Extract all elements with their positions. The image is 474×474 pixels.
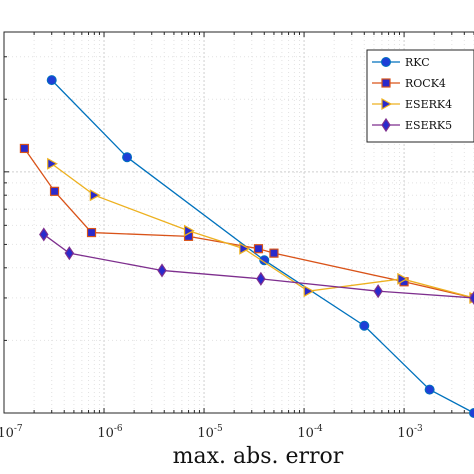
x-tick-label: 10-7 bbox=[0, 424, 23, 441]
legend-item: RKC bbox=[372, 56, 430, 69]
legend-label: ESERK4 bbox=[405, 98, 452, 111]
series-layer bbox=[19, 75, 474, 418]
x-tick-labels: 10-7 10-6 10-5 10-4 10-3 bbox=[0, 424, 423, 441]
legend-label: RKC bbox=[405, 56, 430, 69]
data-point-square bbox=[49, 186, 60, 196]
data-point-triangle bbox=[47, 157, 58, 170]
data-point-square bbox=[86, 227, 97, 238]
data-point-diamond bbox=[157, 263, 167, 278]
series-rkc bbox=[46, 75, 474, 418]
series-eserk4 bbox=[47, 157, 474, 304]
data-point-circle bbox=[381, 57, 391, 67]
data-point-diamond bbox=[469, 290, 474, 306]
data-point-diamond bbox=[39, 227, 49, 242]
data-point-square bbox=[19, 143, 30, 154]
data-point-diamond bbox=[373, 284, 383, 299]
legend-item: ESERK4 bbox=[372, 97, 452, 111]
data-point-circle bbox=[259, 255, 270, 266]
data-point-circle bbox=[359, 320, 370, 331]
data-point-square bbox=[269, 248, 279, 258]
data-point-diamond bbox=[381, 117, 391, 133]
data-point-triangle bbox=[397, 272, 409, 285]
legend-item: ROCK4 bbox=[372, 77, 446, 90]
x-axis-label: max. abs. error bbox=[173, 444, 344, 469]
data-point-triangle bbox=[89, 189, 101, 202]
legend-item: ESERK5 bbox=[372, 117, 452, 133]
legend-label: ROCK4 bbox=[405, 77, 446, 90]
data-point-circle bbox=[122, 152, 133, 163]
x-tick-label: 10-4 bbox=[297, 424, 323, 441]
x-tick-label: 10-6 bbox=[97, 424, 123, 441]
plot-frame bbox=[3, 31, 474, 414]
data-point-circle bbox=[469, 408, 474, 418]
data-point-circle bbox=[424, 384, 435, 395]
data-point-triangle bbox=[381, 97, 393, 111]
data-point-triangle bbox=[303, 285, 315, 298]
data-point-diamond bbox=[256, 271, 266, 286]
series-line bbox=[43, 233, 474, 299]
data-point-diamond bbox=[64, 246, 75, 261]
x-tick-label: 10-5 bbox=[197, 424, 223, 441]
series-eserk5 bbox=[39, 227, 474, 306]
legend: RKC ROCK4 ESERK4 ESERK5 bbox=[366, 49, 474, 143]
data-point-circle bbox=[46, 75, 57, 86]
data-point-triangle bbox=[239, 242, 251, 255]
x-tick-label: 10-3 bbox=[397, 424, 423, 441]
legend-label: ESERK5 bbox=[405, 119, 452, 132]
series-line bbox=[51, 79, 474, 414]
data-point-triangle bbox=[183, 224, 195, 237]
data-point-square bbox=[253, 244, 264, 254]
axis-ticks bbox=[3, 32, 474, 414]
data-point-square bbox=[381, 78, 391, 88]
legend-items: RKC ROCK4 ESERK4 ESERK5 bbox=[372, 56, 452, 133]
